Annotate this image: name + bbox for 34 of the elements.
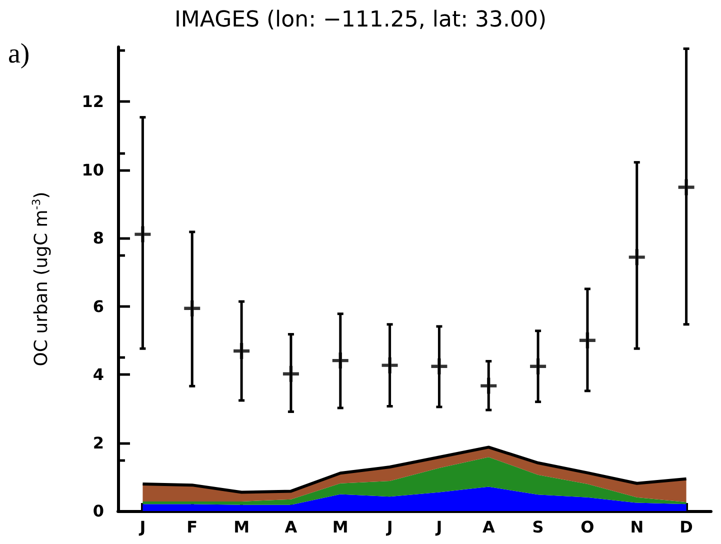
y-tick-label: 12 bbox=[82, 92, 104, 112]
y-tick-label: 10 bbox=[82, 160, 104, 180]
text: a) bbox=[8, 38, 30, 70]
y-tick-label: 0 bbox=[92, 502, 104, 520]
y-tick-label: 2 bbox=[92, 433, 104, 452]
x-tick-label: J bbox=[138, 518, 146, 536]
point bbox=[431, 358, 448, 374]
x-tick-label: J bbox=[435, 518, 442, 536]
x-tick-label: A bbox=[284, 518, 298, 536]
point bbox=[579, 332, 596, 348]
x-tick-label: O bbox=[580, 518, 594, 536]
point bbox=[234, 342, 250, 359]
point bbox=[134, 226, 151, 242]
y-axis-title: OC urban (ugC m-3) bbox=[30, 192, 52, 366]
x-tick-label: A bbox=[482, 518, 496, 536]
x-tick-label: S bbox=[532, 518, 544, 536]
y-tick-label: 8 bbox=[92, 228, 104, 248]
y-tick-label: 6 bbox=[92, 296, 104, 316]
x-tick-label: J bbox=[386, 518, 393, 536]
x-tick-label: M bbox=[234, 518, 250, 536]
point bbox=[332, 352, 348, 369]
x-tick-label: N bbox=[630, 518, 644, 536]
point bbox=[530, 358, 546, 374]
y-tick-label: 4 bbox=[92, 365, 104, 384]
point bbox=[678, 179, 694, 196]
point bbox=[480, 378, 497, 394]
x-tick-label: F bbox=[186, 518, 198, 536]
point bbox=[628, 249, 645, 266]
point bbox=[382, 357, 398, 374]
x-tick-label: D bbox=[680, 518, 693, 536]
point bbox=[184, 300, 200, 316]
point bbox=[282, 366, 299, 382]
x-tick-label: M bbox=[332, 518, 348, 536]
chart-title: IMAGES (lon: −111.25, lat: 33.00) bbox=[174, 8, 547, 32]
